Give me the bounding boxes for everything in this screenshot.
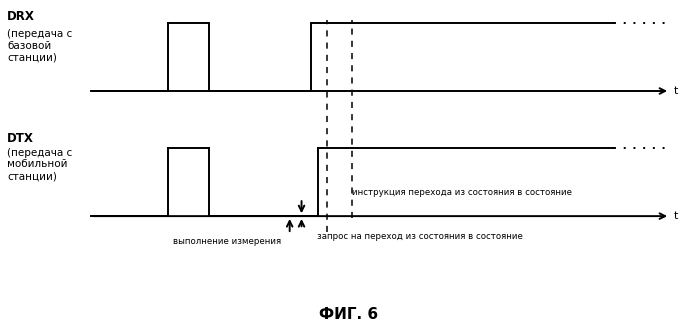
Text: ФИГ. 6: ФИГ. 6 [320, 307, 378, 322]
Text: DRX: DRX [7, 10, 35, 23]
Text: выполнение измерения: выполнение измерения [173, 237, 281, 246]
Text: запрос на переход из состояния в состояние: запрос на переход из состояния в состоян… [318, 232, 523, 241]
Text: (передача с
базовой
станции): (передача с базовой станции) [7, 29, 72, 62]
Text: t: t [674, 211, 678, 221]
Text: инструкция перехода из состояния в состояние: инструкция перехода из состояния в состо… [352, 188, 572, 197]
Text: DTX: DTX [7, 132, 34, 145]
Text: t: t [674, 86, 678, 96]
Text: (передача с
мобильной
станции): (передача с мобильной станции) [7, 148, 72, 181]
